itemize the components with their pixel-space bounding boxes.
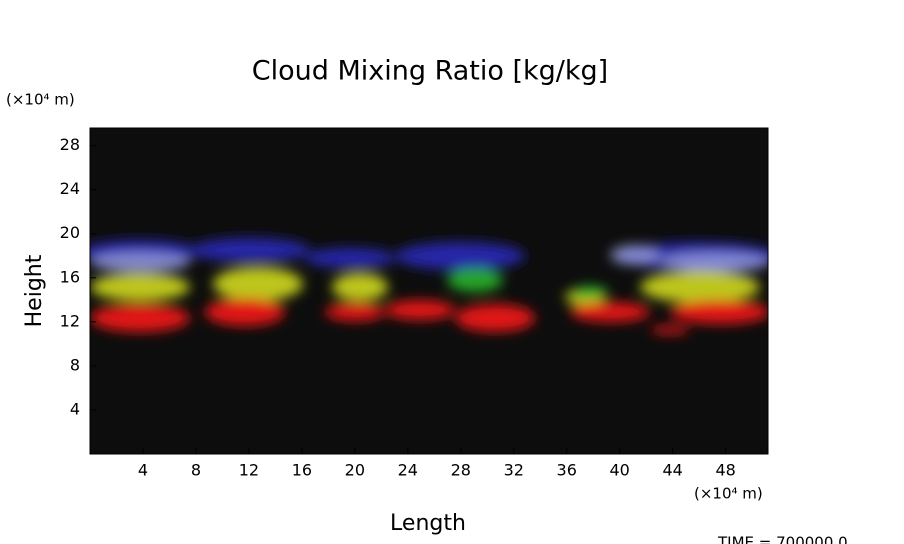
cloud-blob: [325, 303, 385, 321]
x-tick-label: 8: [191, 461, 201, 480]
cloud-blob: [572, 286, 608, 298]
y-tick-label: 8: [70, 355, 80, 374]
plot-frame: [89, 127, 769, 455]
y-tick-label: 24: [60, 179, 80, 198]
cloud-blob: [660, 252, 768, 272]
cloud-blob: [455, 304, 535, 332]
cloud-blob: [570, 302, 650, 322]
y-tick-label: 20: [60, 223, 80, 242]
y-unit: (×10⁴ m): [6, 91, 75, 109]
cloud-field: [90, 238, 768, 334]
x-tick-label: 48: [715, 461, 735, 480]
time-label: TIME = 700000.0: [717, 534, 848, 544]
cloud-blob: [90, 252, 190, 272]
cloud-blob: [205, 298, 285, 326]
y-tick-label: 12: [60, 311, 80, 330]
y-axis-label: Height: [22, 254, 47, 327]
y-tick-label: 4: [70, 399, 80, 418]
x-tick-label: 44: [662, 461, 682, 480]
cloud-blob: [395, 242, 525, 270]
x-tick-label: 24: [398, 461, 418, 480]
y-tick-label: 16: [60, 267, 80, 286]
x-unit: (×10⁴ m): [694, 485, 763, 503]
cloud-blob: [640, 271, 760, 303]
cloud-blob: [190, 238, 310, 262]
cloud-blob: [385, 300, 455, 320]
x-axis-label: Length: [390, 511, 466, 536]
cloud-blob: [447, 268, 503, 292]
cloud-blob: [332, 273, 388, 301]
x-tick-label: 36: [557, 461, 577, 480]
cloud-blob: [650, 326, 690, 334]
x-tick-label: 28: [451, 461, 471, 480]
cloud-blob: [213, 267, 303, 301]
x-tick-label: 4: [138, 461, 148, 480]
cloud-blob: [305, 248, 395, 268]
x-tick-label: 32: [504, 461, 524, 480]
y-tick-label: 28: [60, 135, 80, 154]
cloud-blob: [90, 304, 190, 332]
cloud-blob: [670, 300, 768, 324]
x-tick-label: 40: [610, 461, 630, 480]
chart-title: Cloud Mixing Ratio [kg/kg]: [252, 56, 608, 87]
cloud-blob: [90, 273, 190, 301]
x-tick-label: 12: [239, 461, 259, 480]
cloud-blob: [610, 245, 660, 265]
x-tick-label: 16: [292, 461, 312, 480]
x-tick-label: 20: [345, 461, 365, 480]
